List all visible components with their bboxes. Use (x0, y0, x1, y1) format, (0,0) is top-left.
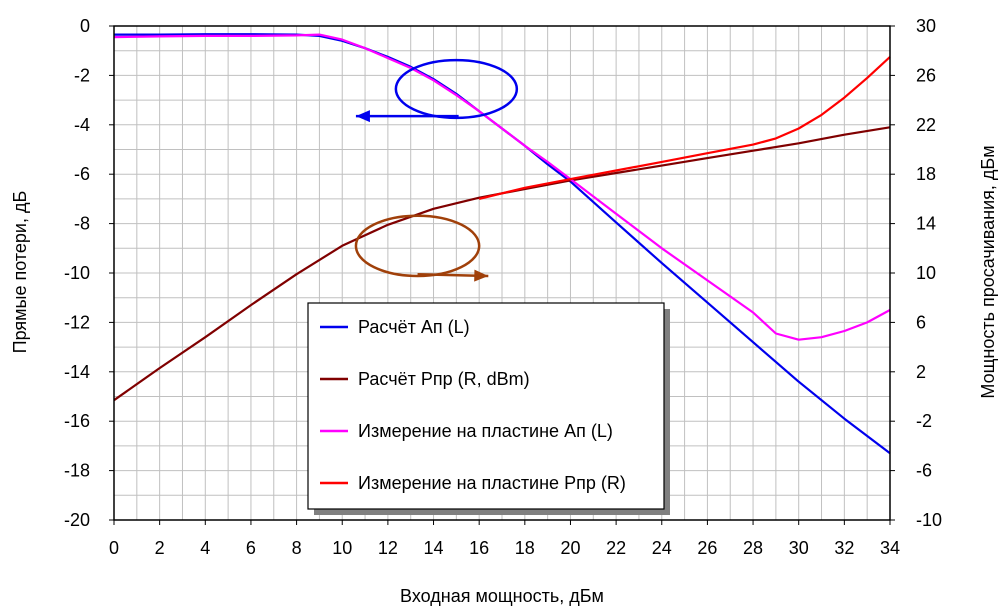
y-right-tick-label: 10 (916, 263, 936, 283)
y-axis-right-label: Мощность просачивания, дБм (978, 145, 998, 398)
x-tick-label: 32 (834, 538, 854, 558)
annotation-ellipse-2 (354, 214, 481, 278)
y-right-tick-label: -10 (916, 510, 942, 530)
x-tick-label: 4 (200, 538, 210, 558)
y-left-tick-label: -16 (64, 411, 90, 431)
annotation-arrow-head-2 (474, 269, 489, 282)
x-tick-label: 2 (155, 538, 165, 558)
x-tick-label: 14 (424, 538, 444, 558)
y-left-tick-label: -4 (74, 115, 90, 135)
x-tick-label: 0 (109, 538, 119, 558)
axes: 0 2 4 6 8 10 12 14 16 18 20 22 24 26 28 30 32 340-2-4-6-8… (64, 16, 942, 558)
y-right-tick-label: -6 (916, 461, 932, 481)
y-right-tick-label: 22 (916, 115, 936, 135)
legend-label-3: Измерение на пластине Ап (L) (358, 421, 613, 441)
series-group (113, 33, 891, 455)
y-left-tick-label: -20 (64, 510, 90, 530)
y-left-tick-label: -8 (74, 214, 90, 234)
y-right-tick-label: -2 (916, 411, 932, 431)
y-left-tick-label: 0 (80, 16, 90, 36)
y-right-tick-label: 30 (916, 16, 936, 36)
annotation-arrow-head-1 (355, 110, 370, 123)
series-line-3 (113, 33, 891, 341)
x-axis-label: Входная мощность, дБм (400, 586, 604, 606)
y-left-tick-label: -10 (64, 263, 90, 283)
annotations (354, 58, 519, 282)
y-left-tick-label: -18 (64, 461, 90, 481)
annotation-ellipse-1 (394, 58, 519, 120)
x-tick-label: 12 (378, 538, 398, 558)
legend-box (307, 302, 665, 510)
y-left-tick-label: -2 (74, 65, 90, 85)
x-tick-label: 8 (292, 538, 302, 558)
x-tick-label: 10 (332, 538, 352, 558)
x-tick-label: 20 (560, 538, 580, 558)
legend-label-1: Расчёт Ап (L) (358, 317, 470, 337)
x-tick-label: 28 (743, 538, 763, 558)
x-tick-label: 18 (515, 538, 535, 558)
series-line-4 (478, 56, 891, 200)
x-tick-label: 16 (469, 538, 489, 558)
legend-label-2: Расчёт Рпр (R, dBm) (358, 369, 530, 389)
x-tick-label: 22 (606, 538, 626, 558)
y-left-tick-label: -6 (74, 164, 90, 184)
y-right-tick-label: 14 (916, 214, 936, 234)
x-tick-label: 30 (789, 538, 809, 558)
x-tick-label: 26 (697, 538, 717, 558)
legend: Расчёт Ап (L) Расчёт Рпр (R, dBm) Измерени… (307, 302, 670, 515)
y-right-tick-label: 6 (916, 312, 926, 332)
y-left-tick-label: -14 (64, 362, 90, 382)
y-axis-left-label: Прямые потери, дБ (10, 191, 30, 354)
x-tick-label: 6 (246, 538, 256, 558)
legend-label-4: Измерение на пластине Рпр (R) (358, 473, 626, 493)
x-tick-label: 24 (652, 538, 672, 558)
x-tick-label: 34 (880, 538, 900, 558)
y-left-tick-label: -12 (64, 312, 90, 332)
y-right-tick-label: 18 (916, 164, 936, 184)
y-right-tick-label: 26 (916, 65, 936, 85)
y-right-tick-label: 2 (916, 362, 926, 382)
